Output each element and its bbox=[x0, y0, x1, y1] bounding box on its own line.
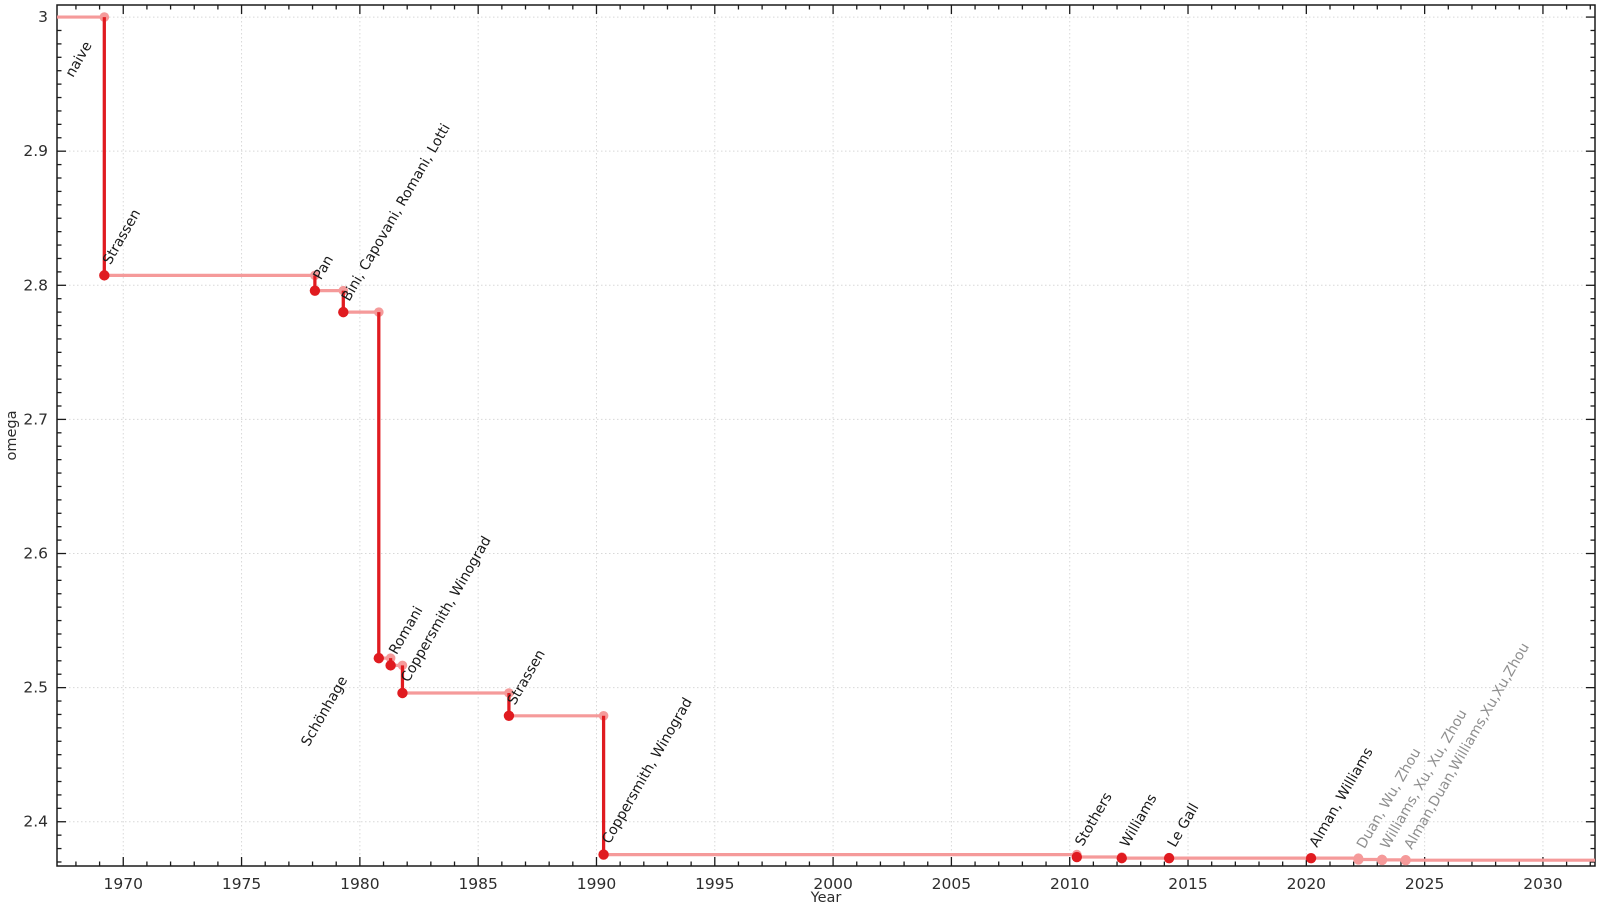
plot-border bbox=[56, 4, 1596, 867]
annotation-alman-duan-williams-xu-xu-zhou-2024: Alman,Duan,Williams,Xu,Xu,Zhou bbox=[1401, 640, 1533, 852]
y-tick-label-2.6: 2.6 bbox=[23, 545, 48, 563]
data-point-williams-2012 bbox=[1116, 852, 1127, 864]
data-point-strassen-1986 bbox=[503, 710, 515, 721]
data-point-coppersmith-winograd-1990 bbox=[598, 849, 609, 860]
data-point-stothers-2010 bbox=[1071, 851, 1083, 863]
annotation-naive-1967: naive bbox=[63, 39, 96, 80]
y-tick-label-2.7: 2.7 bbox=[23, 410, 48, 428]
x-tick-label-2025: 2025 bbox=[1405, 875, 1444, 893]
data-point-strassen-1969 bbox=[99, 270, 110, 281]
data-point-duan-wu-zhou-2022 bbox=[1353, 854, 1364, 865]
data-point-williams-xu-xu-zhou-2023 bbox=[1376, 854, 1388, 866]
data-point-sch-nhage-1981 bbox=[373, 652, 384, 664]
annotation-strassen-1986: Strassen bbox=[505, 647, 549, 708]
annotation-bini-capovani-romani-lotti-1979: Bini, Capovani, Romani, Lotti bbox=[339, 121, 454, 304]
x-tick-label-1995: 1995 bbox=[695, 875, 734, 893]
y-tick-label-3: 3 bbox=[38, 8, 48, 26]
x-tick-label-1975: 1975 bbox=[222, 875, 261, 893]
y-tick-label-2.4: 2.4 bbox=[23, 813, 48, 831]
x-tick-label-2005: 2005 bbox=[932, 875, 971, 893]
step-line bbox=[57, 15, 1595, 862]
y-tick-label-2.9: 2.9 bbox=[23, 142, 48, 160]
data-point-alman-williams-2020 bbox=[1305, 852, 1317, 864]
x-tick-label-1970: 1970 bbox=[104, 875, 143, 893]
data-point-coppersmith-winograd-1982 bbox=[397, 687, 408, 699]
data-point-le-gall-2014 bbox=[1163, 852, 1175, 864]
x-tick-label-2010: 2010 bbox=[1050, 875, 1089, 893]
annotation-stothers-2010: Stothers bbox=[1072, 790, 1115, 849]
x-tick-label-1980: 1980 bbox=[340, 875, 379, 893]
data-point-pan-1978 bbox=[309, 285, 321, 296]
annotation-le-gall-2014: Le Gall bbox=[1165, 801, 1203, 850]
data-point-romani-1981 bbox=[385, 660, 396, 671]
x-axis-label: Year bbox=[810, 890, 842, 906]
x-tick-label-1990: 1990 bbox=[577, 875, 616, 893]
data-point-alman-duan-williams-xu-xu-zhou-2024 bbox=[1400, 854, 1411, 866]
annotation-strassen-1969: Strassen bbox=[100, 207, 144, 268]
annotation-williams-2012: Williams bbox=[1117, 791, 1160, 850]
annotation-sch-nhage-1981: Schönhage bbox=[298, 674, 351, 749]
x-tick-label-2020: 2020 bbox=[1287, 875, 1326, 893]
y-tick-label-2.5: 2.5 bbox=[23, 679, 48, 697]
x-tick-label-1985: 1985 bbox=[458, 875, 497, 893]
x-tick-label-2030: 2030 bbox=[1523, 875, 1562, 893]
y-axis-label: omega bbox=[4, 410, 20, 460]
y-tick-label-2.8: 2.8 bbox=[23, 276, 48, 294]
data-point-bini-capovani-romani-lotti-1979 bbox=[338, 306, 349, 318]
x-tick-label-2000: 2000 bbox=[813, 875, 852, 893]
annotation-coppersmith-winograd-1990: Coppersmith, Winograd bbox=[599, 695, 696, 846]
x-tick-label-2015: 2015 bbox=[1168, 875, 1207, 893]
